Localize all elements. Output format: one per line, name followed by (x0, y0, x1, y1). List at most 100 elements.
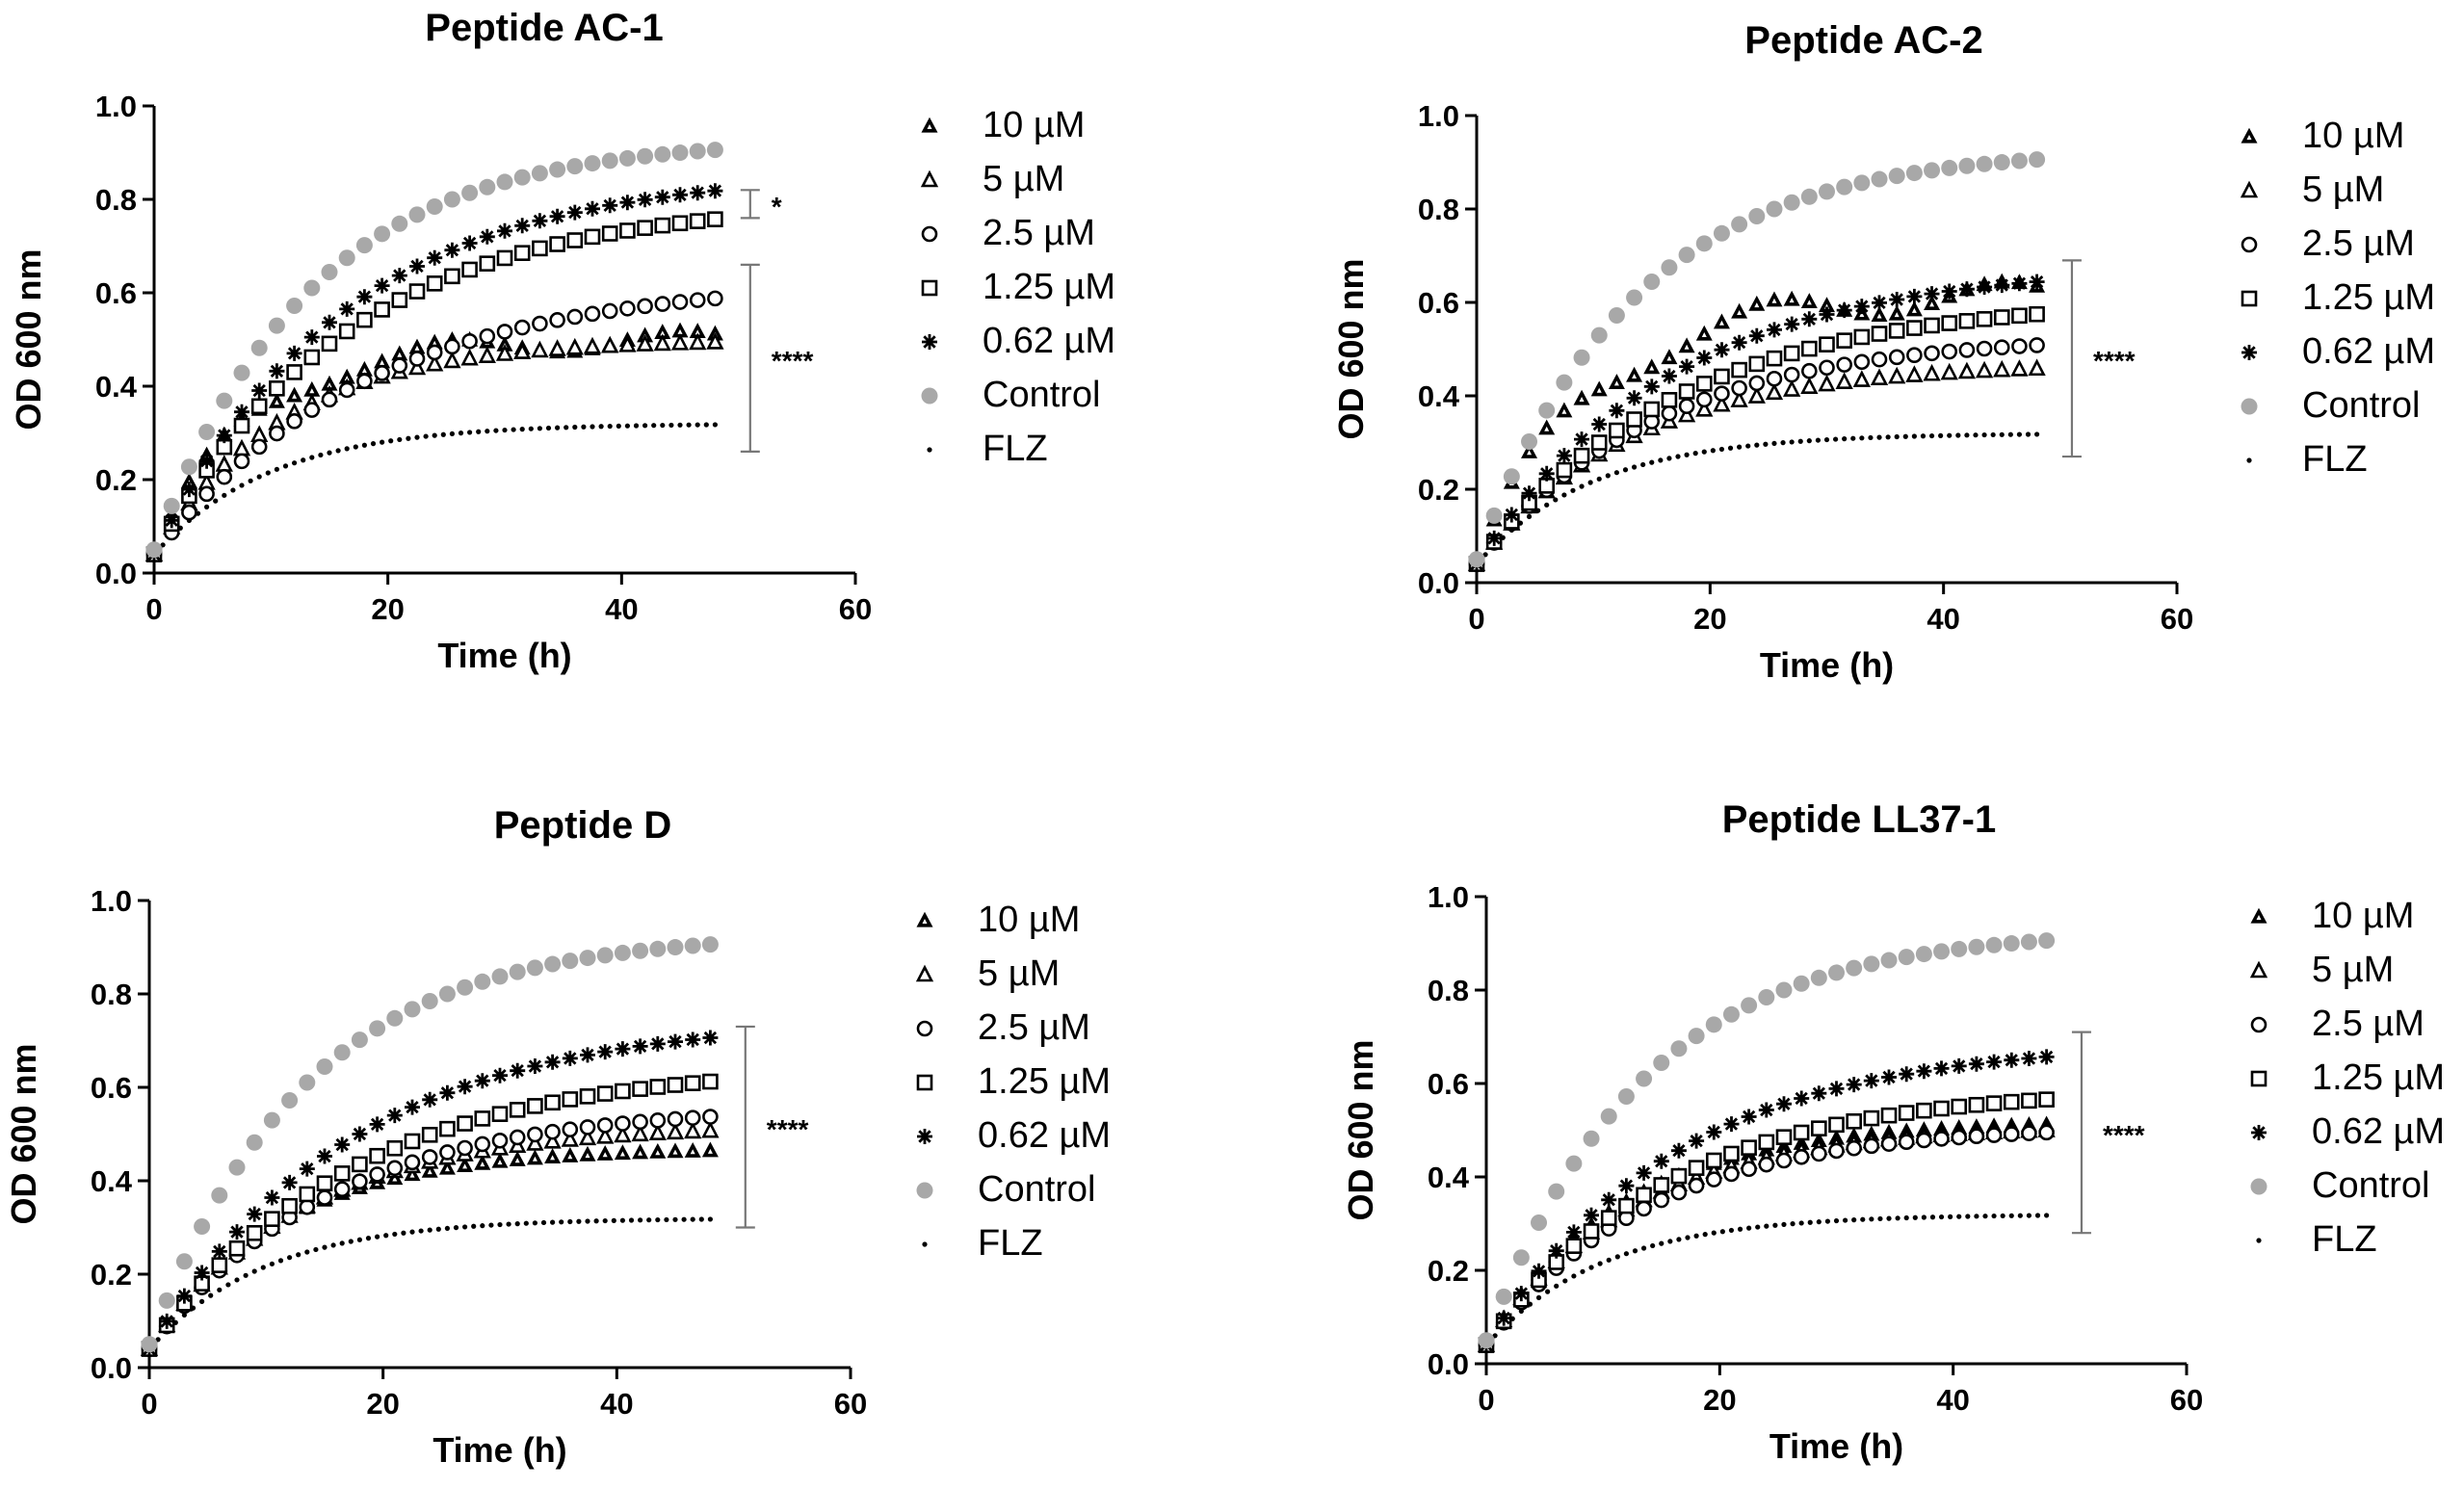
chart-panel-4: Peptide LL37-1 0.0 0.2 0.4 0.6 0.8 1.0 0 20 40 60 T… (1341, 798, 2445, 1466)
data-point (695, 422, 700, 428)
data-point (1964, 432, 1970, 438)
data-point (689, 213, 706, 229)
data-point (369, 1116, 385, 1133)
data-point (566, 232, 584, 248)
data-point (672, 187, 688, 203)
data-point (374, 301, 390, 318)
legend-label: 5 µM (2302, 170, 2384, 210)
data-point (1781, 1221, 1787, 1228)
data-point (1713, 224, 1730, 242)
data-point (427, 1227, 433, 1233)
data-point-inner (392, 1176, 398, 1182)
data-point (1600, 1210, 1617, 1226)
data-point (1661, 259, 1678, 276)
data-point (426, 344, 443, 361)
data-point (1763, 441, 1769, 447)
legend-marker-inner (2246, 135, 2252, 140)
data-point (1906, 288, 1923, 304)
data-point (194, 1265, 210, 1281)
data-point (602, 1217, 608, 1224)
data-point (480, 1223, 485, 1229)
data-point (1912, 1214, 1918, 1220)
data-point (457, 1079, 473, 1095)
data-point (1590, 434, 1608, 451)
data-point (474, 973, 491, 990)
data-point-inner (1876, 313, 1882, 319)
data-point (234, 404, 249, 420)
data-point (1933, 1100, 1950, 1117)
data-point (1705, 1171, 1722, 1188)
data-point (1764, 1223, 1769, 1229)
data-point (1783, 194, 1800, 211)
data-point (1623, 1251, 1629, 1257)
data-point (338, 249, 355, 267)
data-point (671, 144, 689, 162)
data-point (265, 470, 271, 476)
data-point (1958, 342, 1976, 358)
data-point (321, 391, 338, 408)
data-point (1846, 1077, 1862, 1093)
data-point (1990, 431, 1996, 438)
data-point (1584, 1207, 1599, 1223)
data-point (1888, 349, 1905, 366)
data-point (509, 963, 526, 980)
data-point (1570, 487, 1576, 493)
data-point (618, 335, 637, 352)
data-point (1485, 507, 1503, 524)
data-point (1678, 383, 1695, 400)
data-point (685, 1031, 701, 1048)
data-point (637, 298, 653, 315)
data-point (2020, 933, 2037, 951)
legend-label: 2.5 µM (983, 213, 1095, 253)
data-point (1723, 1116, 1740, 1133)
data-point (1894, 433, 1900, 440)
data-point (1811, 1120, 1827, 1136)
data-point (260, 1265, 266, 1270)
data-point (596, 1085, 614, 1102)
data-point (1929, 1214, 1936, 1220)
significance-label: **** (2093, 346, 2136, 376)
x-tick-label: 0 (145, 592, 162, 626)
data-point (409, 1229, 415, 1235)
legend-marker (2251, 1125, 2267, 1140)
y-axis-label: OD 600 nm (9, 248, 48, 430)
data-point (638, 1217, 643, 1223)
legend-label: 0.62 µM (978, 1115, 1111, 1156)
y-tick-label: 1.0 (91, 884, 132, 918)
data-point (247, 1206, 263, 1222)
data-point (616, 423, 621, 429)
data-point (1951, 1057, 1967, 1074)
data-point (537, 426, 543, 431)
data-point (1940, 362, 1958, 380)
data-point (1622, 467, 1629, 473)
data-point (1941, 343, 1958, 360)
data-point-inner (585, 1153, 590, 1159)
data-point (572, 424, 578, 431)
data-point (597, 1044, 614, 1060)
data-point (2029, 337, 2045, 353)
data-point (491, 968, 509, 985)
data-point (555, 425, 561, 431)
data-point (1679, 358, 1695, 375)
data-point (1850, 435, 1856, 441)
data-point (1670, 1142, 1687, 1159)
data-point (1678, 398, 1695, 415)
data-point (1766, 350, 1783, 367)
data-point (549, 208, 565, 224)
data-point (1574, 431, 1589, 448)
data-point (1714, 385, 1730, 402)
legend-marker (2250, 1178, 2267, 1195)
data-point (180, 458, 197, 476)
data-point (269, 1261, 275, 1266)
data-point (1748, 375, 1766, 392)
data-point (333, 1181, 351, 1197)
data-point (707, 290, 723, 307)
data-point (585, 1218, 590, 1224)
y-tick-label: 0.6 (1418, 286, 1459, 320)
series-2-5-m (141, 1109, 719, 1357)
data-point (1640, 461, 1646, 468)
data-point (2025, 431, 2031, 437)
data-point (316, 1175, 333, 1191)
data-point (461, 261, 478, 278)
data-point (1632, 1248, 1638, 1254)
